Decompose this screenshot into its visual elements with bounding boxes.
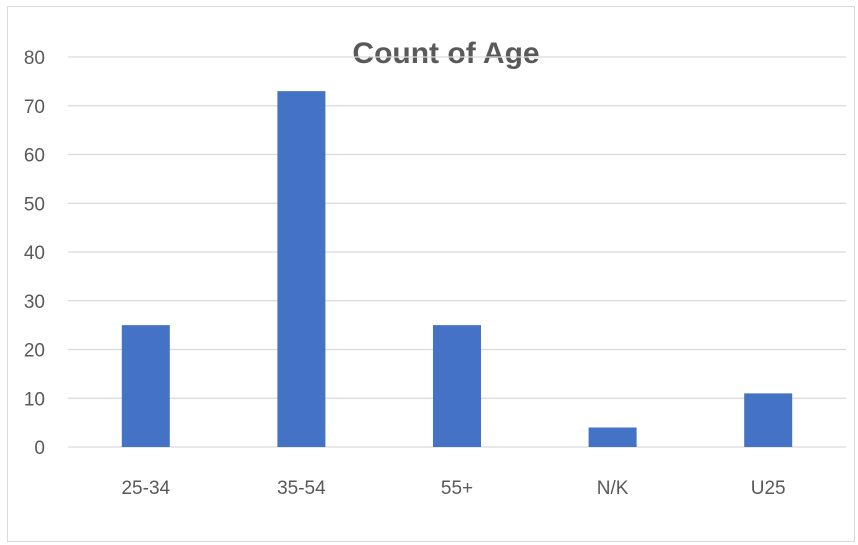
x-category-label: 55+ (441, 478, 473, 499)
bars (121, 91, 793, 447)
y-tick-label: 50 (24, 194, 45, 215)
chart-frame (7, 6, 855, 542)
y-axis-ticks: 0 10 20 30 40 50 60 70 80 (24, 48, 45, 459)
x-category-label: N/K (597, 478, 629, 499)
y-tick-label: 80 (24, 48, 45, 69)
grid-lines (68, 56, 846, 448)
x-axis-labels: 25-34 35-54 55+ N/K U25 (121, 478, 785, 499)
y-tick-label: 10 (24, 389, 45, 410)
y-tick-label: 0 (34, 438, 45, 459)
x-category-label: U25 (751, 478, 786, 499)
bar-55+ (433, 325, 481, 447)
bar-U25 (744, 393, 793, 447)
x-category-label: 25-34 (121, 478, 170, 499)
x-category-label: 35-54 (277, 478, 326, 499)
bar-25-34 (121, 325, 170, 447)
y-tick-label: 20 (24, 341, 45, 362)
bar-35-54 (277, 91, 326, 447)
y-tick-label: 40 (24, 243, 45, 264)
chart-title: Count of Age (352, 37, 539, 70)
y-tick-label: 30 (24, 292, 45, 313)
bar-N/K (588, 427, 637, 447)
y-tick-label: 70 (24, 97, 45, 118)
y-tick-label: 60 (24, 146, 45, 167)
